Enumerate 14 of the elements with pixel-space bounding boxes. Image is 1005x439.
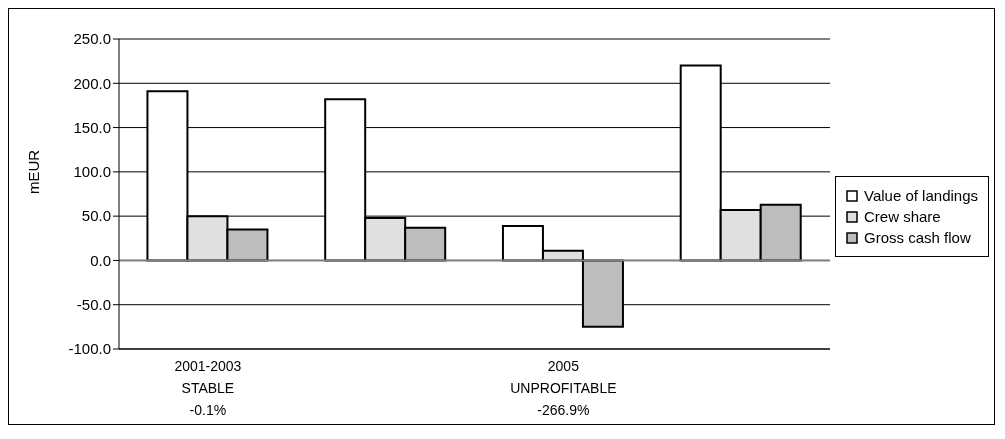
legend-label: Gross cash flow — [864, 229, 971, 246]
legend-label: Crew share — [864, 208, 941, 225]
x-tick-label: 2001-2003 STABLE -0.1% — [174, 358, 242, 418]
y-tick-label: 250.0 — [73, 30, 111, 48]
y-tick-label: 200.0 — [73, 74, 111, 92]
y-tick-label: 0.0 — [90, 251, 111, 269]
y-axis-title: mEUR — [25, 149, 43, 194]
y-tick-label: 100.0 — [73, 163, 111, 181]
y-tick-label: 150.0 — [73, 118, 111, 136]
x-tick-label: 2005 UNPROFITABLE -266.9% — [510, 358, 617, 418]
legend-label: Value of landings — [864, 187, 978, 204]
y-tick-label: -100.0 — [68, 340, 111, 358]
y-tick-label: -50.0 — [76, 296, 111, 314]
y-tick-label: 50.0 — [81, 207, 111, 225]
